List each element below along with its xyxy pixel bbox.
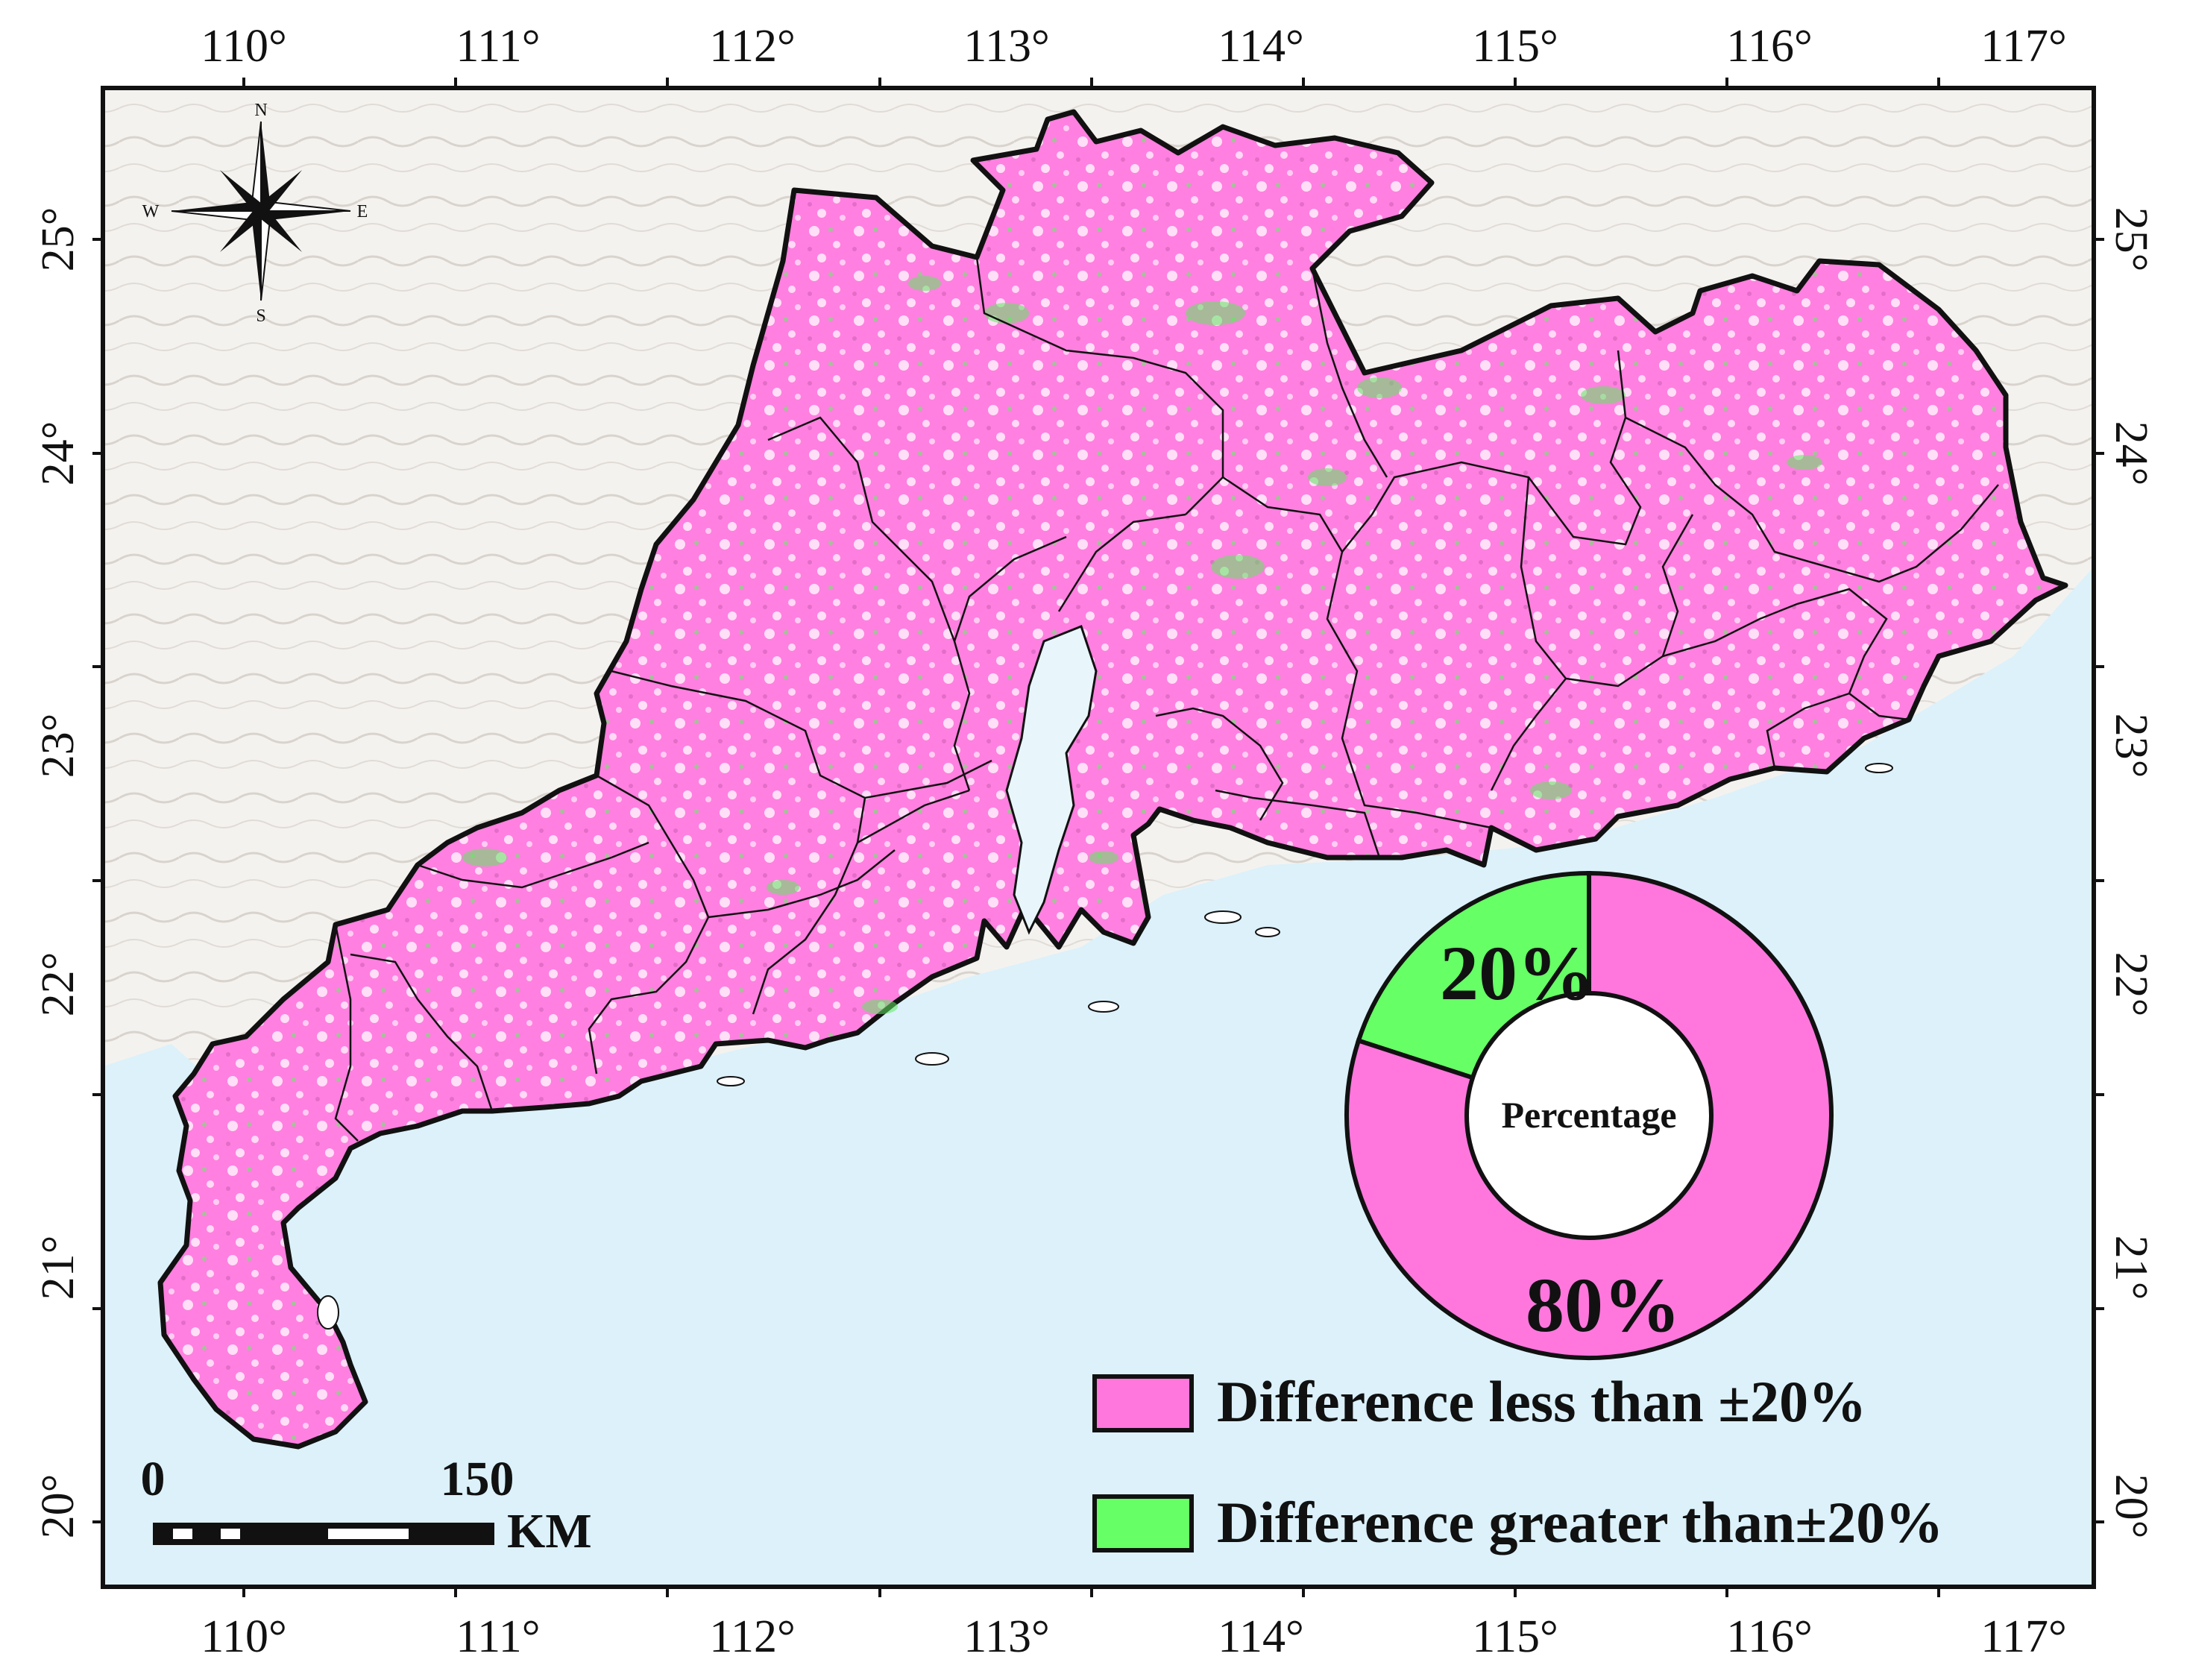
legend-swatch-green xyxy=(1092,1494,1194,1552)
province-outline xyxy=(157,109,2068,1450)
lon-label-bottom: 114° xyxy=(1218,1611,1304,1662)
lat-label-left: 25° xyxy=(33,207,84,272)
legend-label-less: Difference less than ±20% xyxy=(1217,1369,1866,1434)
lat-label-right: 24° xyxy=(2106,421,2156,486)
lat-label-left: 20° xyxy=(33,1474,84,1539)
latitude-labels-left: 25° 24° 23° 22° 21° 20° xyxy=(33,207,84,1539)
lat-label-right: 20° xyxy=(2106,1474,2156,1539)
lon-label-top: 117° xyxy=(1980,21,2067,72)
green-change-patches xyxy=(462,276,1822,1014)
lon-label-bottom: 117° xyxy=(1980,1611,2067,1662)
slice-label-green: 20% xyxy=(1440,931,1595,1016)
lon-label-bottom: 113° xyxy=(963,1611,1050,1662)
lon-label-top: 116° xyxy=(1726,21,1813,72)
compass-east-label: E xyxy=(357,202,368,221)
legend-swatch-pink xyxy=(1092,1374,1194,1432)
longitude-labels-bottom: 110° 111° 112° 113° 114° 115° 116° 117° xyxy=(201,1611,2067,1662)
lat-label-left: 22° xyxy=(33,952,84,1017)
province-landmass xyxy=(157,109,2068,1450)
lat-label-right: 22° xyxy=(2106,952,2156,1017)
map-border xyxy=(101,86,2096,1589)
lon-label-top: 114° xyxy=(1218,21,1304,72)
slice-label-pink: 80% xyxy=(1526,1262,1681,1348)
scale-unit-label: KM xyxy=(507,1504,592,1558)
donut-hole xyxy=(1464,991,1714,1240)
compass-west-label: W xyxy=(142,202,160,221)
graticule-ticks xyxy=(92,78,2104,1597)
lon-label-bottom: 115° xyxy=(1472,1611,1558,1662)
lat-label-left: 21° xyxy=(33,1236,84,1300)
lon-label-top: 112° xyxy=(709,21,796,72)
scale-start-label: 0 xyxy=(141,1452,166,1506)
lat-label-right: 21° xyxy=(2106,1236,2156,1300)
lon-label-top: 115° xyxy=(1472,21,1558,72)
longitude-labels-top: 110° 111° 112° 113° 114° 115° 116° 117° xyxy=(201,21,2067,72)
donut-center-label: Percentage xyxy=(1501,1094,1676,1136)
compass-north-label: N xyxy=(254,101,267,120)
pearl-river-estuary xyxy=(1005,625,1098,935)
legend-item-less: Difference less than ±20% xyxy=(1092,1369,1866,1434)
percentage-donut-chart: Percentage 20% 80% xyxy=(1344,870,1834,1360)
scale-end-label: 150 xyxy=(441,1452,515,1506)
lon-label-bottom: 112° xyxy=(709,1611,796,1662)
compass-rose-icon: N S E W xyxy=(142,101,368,326)
lon-label-top: 111° xyxy=(456,21,540,72)
compass-south-label: S xyxy=(256,306,265,326)
lon-label-top: 113° xyxy=(963,21,1050,72)
lon-label-top: 110° xyxy=(201,21,287,72)
lon-label-bottom: 116° xyxy=(1726,1611,1813,1662)
legend-label-greater: Difference greater than±20% xyxy=(1217,1490,1943,1555)
legend: Difference less than ±20% Difference gre… xyxy=(1092,1369,1943,1555)
scale-bar: 0 150 KM xyxy=(141,1452,592,1558)
legend-item-greater: Difference greater than±20% xyxy=(1092,1490,1943,1555)
prefecture-boundaries xyxy=(334,257,1999,1142)
lat-label-right: 25° xyxy=(2106,207,2156,272)
coastal-islands xyxy=(317,763,1893,1330)
lon-label-bottom: 111° xyxy=(456,1611,540,1662)
lat-label-left: 24° xyxy=(33,421,84,486)
lon-label-bottom: 110° xyxy=(201,1611,287,1662)
latitude-labels-right: 25° 24° 23° 22° 21° 20° xyxy=(2106,207,2156,1539)
lat-label-right: 23° xyxy=(2106,714,2156,778)
lat-label-left: 23° xyxy=(33,714,84,778)
